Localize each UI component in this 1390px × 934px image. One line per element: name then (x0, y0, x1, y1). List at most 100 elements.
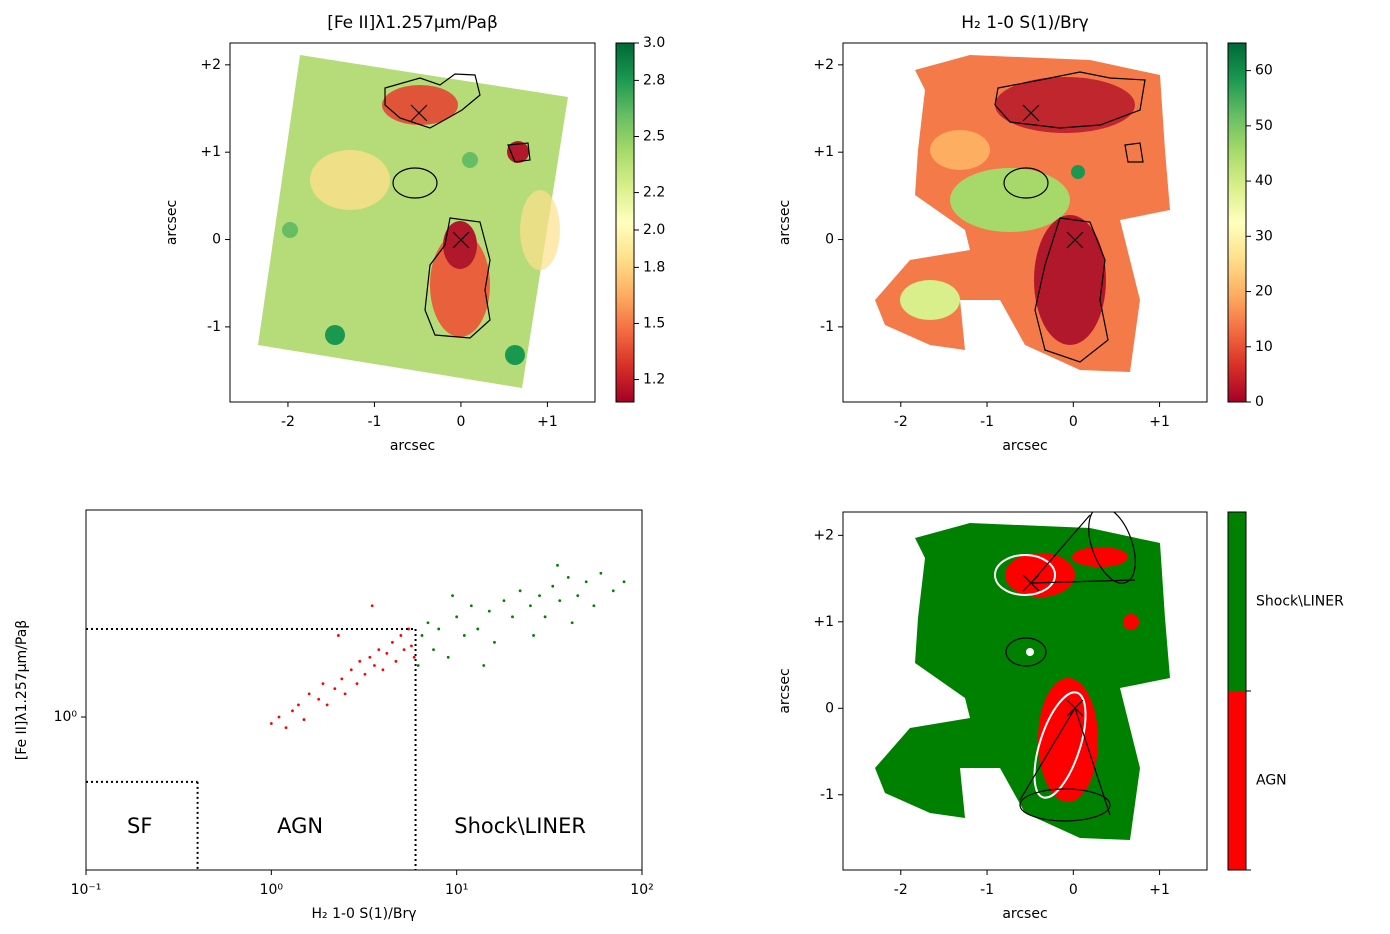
colorbar-tick-label: 60 (1255, 63, 1273, 79)
y-axis-label: arcsec (777, 200, 793, 245)
point (317, 697, 321, 701)
x-tick-label: -2 (281, 414, 295, 430)
y-tick-label: +2 (200, 57, 221, 73)
colorbar-tick-label: 2.2 (643, 185, 665, 201)
x-tick-label: 10² (630, 882, 653, 898)
map-fe-ii (258, 55, 568, 388)
point (381, 668, 385, 672)
x-tick-label: -1 (980, 414, 994, 430)
point (377, 648, 381, 651)
y-axis-label: arcsec (164, 200, 180, 245)
point (390, 640, 394, 644)
x-tick-label: 0 (456, 414, 465, 430)
point (518, 589, 522, 593)
plot-frame (842, 511, 1208, 871)
point (368, 655, 372, 659)
point (340, 677, 344, 681)
point (482, 664, 486, 667)
point (476, 627, 480, 631)
point (556, 563, 559, 567)
colorbar-tick-label: 1.2 (643, 372, 665, 388)
point (446, 655, 450, 659)
point (584, 580, 588, 584)
x-tick-label: -2 (894, 414, 908, 430)
x-tick-label: 0 (1069, 414, 1078, 430)
point (325, 703, 329, 707)
x-tick-label: 10⁻¹ (71, 882, 102, 898)
region-label: SF (127, 814, 152, 838)
point (532, 634, 535, 637)
region-label: AGN (277, 814, 323, 838)
x-tick-label: 10¹ (445, 882, 468, 898)
colorbar-label: Shock\LINER (1256, 594, 1344, 610)
y-tick-label: 0 (825, 232, 834, 248)
point (487, 609, 491, 613)
point (622, 580, 626, 584)
y-tick-label: +2 (813, 527, 834, 543)
y-tick-label: +2 (813, 57, 834, 73)
y-tick-label: +1 (813, 144, 834, 160)
point (570, 621, 574, 625)
x-tick-label: -2 (894, 882, 908, 898)
colorbar-tick-label: 40 (1255, 173, 1273, 189)
point (599, 571, 603, 575)
point (385, 651, 389, 655)
x-tick-label: -1 (980, 882, 994, 898)
point (416, 664, 420, 667)
x-tick-label: +1 (537, 414, 558, 430)
y-tick-label: -1 (820, 787, 834, 803)
x-axis-label: H₂ 1-0 S(1)/Brγ (312, 906, 417, 922)
point (462, 634, 466, 637)
colorbar-tick-label: 30 (1255, 228, 1273, 244)
point (538, 594, 541, 598)
point (394, 659, 398, 663)
y-tick-label: 0 (825, 700, 834, 716)
y-axis-label: arcsec (777, 668, 793, 713)
y-tick-label: -1 (207, 319, 221, 335)
map-h2 (875, 55, 1170, 372)
chart-title: [Fe II]λ1.257μm/Paβ (327, 13, 498, 33)
point (412, 655, 416, 659)
point (399, 634, 403, 637)
chart-title: H₂ 1-0 S(1)/Brγ (961, 13, 1088, 33)
colorbar-tick-label: 50 (1255, 118, 1273, 134)
point (511, 615, 514, 619)
map-classification (875, 512, 1170, 840)
point (455, 615, 459, 619)
point (493, 640, 496, 644)
colorbar (1227, 42, 1247, 403)
colorbar-frame (1227, 511, 1247, 871)
point (576, 594, 580, 598)
plot-frame (842, 42, 1208, 403)
colorbar-tick-label: 2.8 (643, 72, 665, 88)
point (291, 709, 294, 713)
point (592, 604, 596, 608)
point (432, 648, 435, 651)
y-tick-label: +1 (200, 144, 221, 160)
x-axis-label: arcsec (390, 438, 435, 454)
point (611, 589, 615, 593)
point (321, 682, 325, 686)
x-tick-label: 10⁰ (260, 882, 284, 898)
plot-frame (229, 42, 596, 403)
point (355, 682, 359, 686)
point (333, 687, 337, 691)
y-tick-label: 0 (212, 232, 221, 248)
point (363, 672, 367, 676)
colorbar-tick-label: 10 (1255, 339, 1273, 355)
region-label: Shock\LINER (454, 814, 586, 838)
colorbar-tick-label: 1.8 (643, 259, 665, 275)
point (302, 718, 306, 721)
point (529, 604, 532, 608)
point (420, 634, 424, 637)
colorbar-tick-label: 20 (1255, 284, 1273, 300)
point (277, 715, 281, 719)
point (502, 599, 506, 602)
point (307, 692, 311, 696)
y-tick-label: +1 (813, 614, 834, 630)
point (343, 692, 347, 696)
point (370, 604, 374, 608)
colorbar-tick-label: 2.0 (643, 222, 665, 238)
point (551, 584, 555, 588)
